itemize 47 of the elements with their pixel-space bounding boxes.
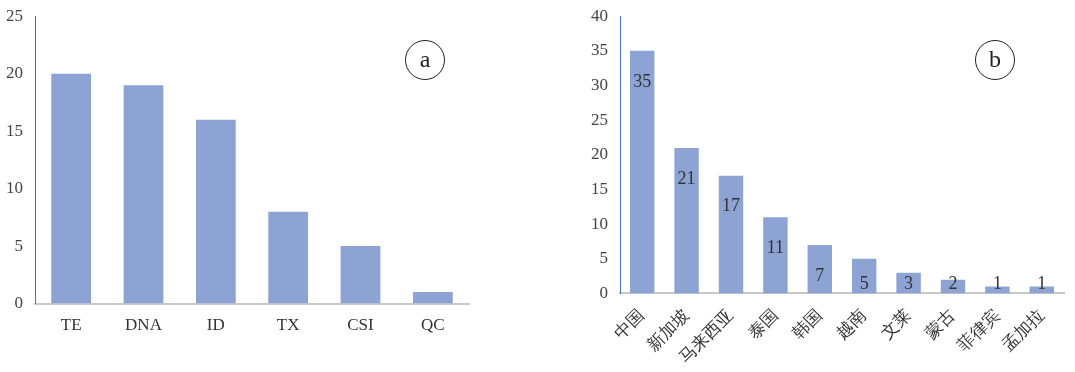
x-tick-label: 文莱 (877, 305, 915, 343)
y-tick-label: 15 (591, 178, 608, 198)
bar (629, 50, 655, 294)
y-tick-label: 30 (591, 74, 608, 94)
data-label: 11 (766, 236, 785, 257)
x-tick-label: QC (421, 315, 445, 335)
bar (340, 246, 381, 304)
y-tick-label: 0 (14, 293, 23, 313)
x-tick-label: 泰国 (743, 305, 782, 343)
annotation: b (988, 46, 1002, 72)
data-label: 35 (633, 70, 652, 91)
bar (195, 119, 236, 304)
y-tick-label: 40 (591, 5, 608, 25)
bar (674, 147, 699, 294)
data-label: 7 (815, 264, 825, 285)
y-tick-label: 25 (6, 5, 23, 25)
bar (123, 85, 164, 304)
y-tick-label: 15 (6, 120, 23, 140)
bar (412, 292, 453, 304)
y-tick-label: 0 (599, 282, 608, 302)
bar (268, 211, 309, 304)
data-label: 5 (859, 273, 869, 294)
y-tick-label: 5 (599, 248, 608, 268)
annotation: a (418, 46, 432, 72)
x-tick-label: TX (276, 315, 300, 335)
data-label: 3 (904, 273, 914, 294)
data-label: 2 (948, 273, 958, 294)
y-tick-label: 25 (591, 109, 608, 129)
x-tick-label: 越南 (832, 305, 871, 343)
x-tick-label: TE (60, 315, 82, 335)
data-label: 21 (677, 167, 696, 188)
y-tick-label: 20 (591, 144, 608, 164)
bar (51, 73, 92, 304)
y-tick-label: 10 (6, 178, 23, 198)
x-tick-label: ID (206, 315, 225, 335)
x-tick-label: 韩国 (788, 305, 826, 343)
bar (807, 244, 833, 294)
y-tick-label: 10 (591, 213, 608, 233)
data-label: 17 (722, 195, 740, 216)
y-tick-label: 20 (6, 63, 23, 83)
x-tick-label: CSI (347, 315, 375, 335)
y-tick-label: 35 (591, 40, 608, 60)
bar (718, 175, 744, 294)
x-tick-label: DNA (125, 315, 163, 335)
bar (763, 217, 788, 294)
bar (851, 258, 877, 294)
y-tick-label: 5 (14, 235, 23, 255)
